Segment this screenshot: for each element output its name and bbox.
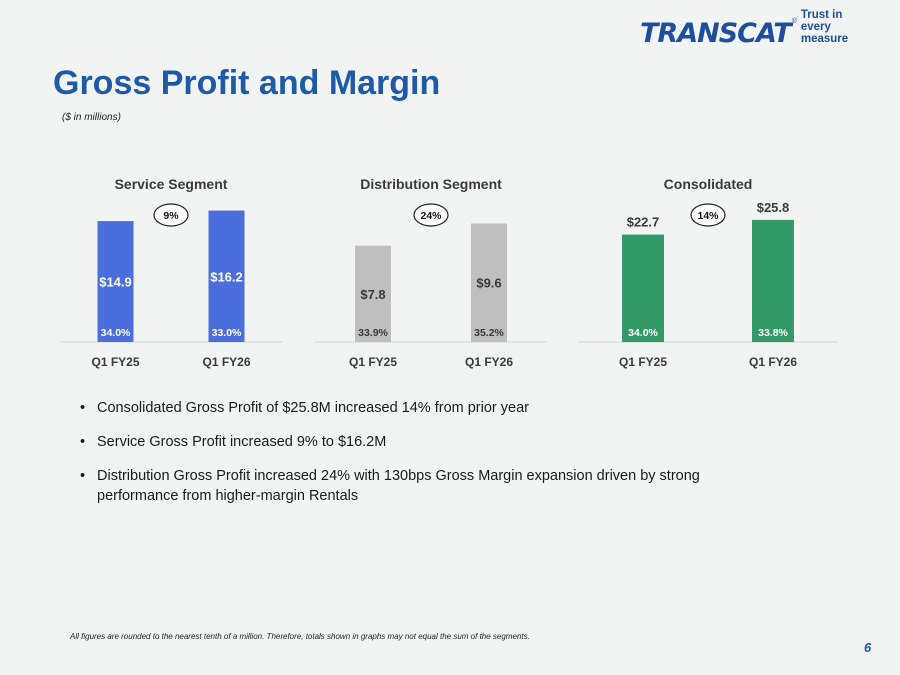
- logo-registered-mark: ®: [791, 18, 797, 25]
- tick-label-1-0: Q1 FY25: [349, 355, 397, 369]
- bar-0-0: [97, 221, 134, 342]
- tick-label-0-0: Q1 FY25: [91, 355, 139, 369]
- chart-title-2: Consolidated: [664, 176, 753, 192]
- value-label-1-0: $7.8: [360, 287, 385, 302]
- growth-label-0: 9%: [163, 210, 179, 222]
- margin-label-2-0: 34.0%: [628, 327, 658, 339]
- units-note: ($ in millions): [62, 112, 121, 123]
- summary-bullets: Consolidated Gross Profit of $25.8M incr…: [80, 398, 780, 520]
- logo-tagline: Trust in every measure: [800, 9, 849, 45]
- value-label-0-1: $16.2: [210, 269, 243, 284]
- bullet-consolidated: Consolidated Gross Profit of $25.8M incr…: [80, 398, 780, 418]
- tick-label-2-0: Q1 FY25: [619, 355, 667, 369]
- chart-title-0: Service Segment: [115, 176, 228, 192]
- transcat-logo: TRANSCAT ® Trust in every measure: [640, 9, 860, 49]
- growth-badge-0: [153, 203, 189, 227]
- page-number: 6: [864, 640, 872, 655]
- margin-label-1-0: 33.9%: [358, 327, 388, 339]
- value-label-0-0: $14.9: [99, 275, 132, 290]
- bar-1-0: [355, 245, 391, 342]
- growth-label-1: 24%: [420, 210, 442, 222]
- bullet-distribution: Distribution Gross Profit increased 24% …: [80, 466, 780, 506]
- bar-1-1: [471, 223, 507, 342]
- chart-title-1: Distribution Segment: [360, 176, 502, 192]
- bar-2-1: [752, 219, 794, 342]
- margin-label-0-0: 34.0%: [101, 327, 131, 339]
- value-label-2-1: $25.8: [757, 200, 790, 215]
- tick-label-2-1: Q1 FY26: [749, 355, 797, 369]
- growth-label-2: 14%: [697, 210, 719, 222]
- value-label-1-1: $9.6: [476, 276, 501, 291]
- bullet-service: Service Gross Profit increased 9% to $16…: [80, 432, 780, 452]
- bar-0-1: [208, 210, 245, 342]
- value-label-2-0: $22.7: [627, 215, 660, 230]
- growth-badge-1: [413, 203, 449, 227]
- bar-2-0: [622, 234, 664, 342]
- logo-wordmark: TRANSCAT: [640, 18, 792, 49]
- page-title: Gross Profit and Margin: [53, 64, 441, 102]
- margin-label-2-1: 33.8%: [758, 327, 788, 339]
- tick-label-1-1: Q1 FY26: [465, 355, 513, 369]
- margin-label-1-1: 35.2%: [474, 327, 504, 339]
- footnote: All figures are rounded to the nearest t…: [70, 632, 530, 641]
- margin-label-0-1: 33.0%: [212, 327, 242, 339]
- gross-profit-charts: Service Segment $14.9 34.0% Q1 FY25 $16.2 33.…: [60, 176, 838, 369]
- tick-label-0-1: Q1 FY26: [202, 355, 250, 369]
- growth-badge-2: [690, 203, 726, 227]
